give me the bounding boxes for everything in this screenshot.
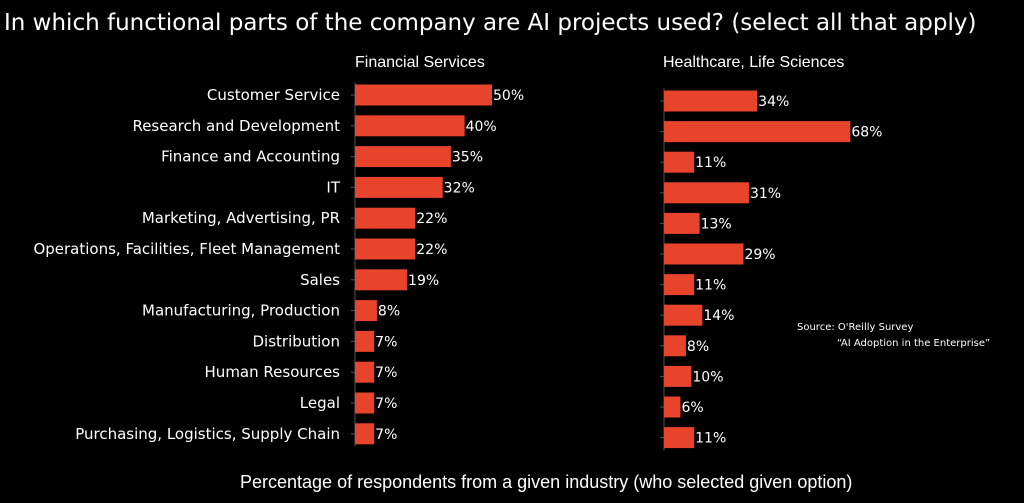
financial-services-value-label-operations-facilities-fleet-management: 22%: [416, 242, 447, 258]
healthcare-value-label-finance-and-accounting: 11%: [695, 155, 726, 171]
category-label-distribution: Distribution: [252, 332, 340, 350]
source-line-1: Source: O'Reilly Survey: [797, 322, 913, 333]
category-label-operations-facilities-fleet-management: Operations, Facilities, Fleet Management: [33, 240, 340, 258]
healthcare-value-label-sales: 11%: [695, 278, 726, 294]
healthcare-value-label-purchasing-logistics-supply-chain: 11%: [695, 431, 726, 447]
category-label-it: IT: [326, 178, 340, 196]
financial-services-value-label-purchasing-logistics-supply-chain: 7%: [375, 427, 397, 443]
financial-services-value-label-manufacturing-production: 8%: [378, 304, 400, 320]
panel-title-healthcare-life-sciences: Healthcare, Life Sciences: [663, 54, 844, 71]
healthcare-bar-finance-and-accounting: [664, 151, 695, 173]
financial-services-value-label-customer-service: 50%: [493, 88, 524, 104]
healthcare-value-label-legal: 6%: [681, 400, 703, 416]
financial-services-bar-operations-facilities-fleet-management: [355, 238, 416, 260]
category-label-sales: Sales: [300, 271, 340, 289]
financial-services-bar-distribution: [355, 330, 375, 352]
financial-services-bars: 50% Customer Service 40% Research and Devel…: [33, 82, 524, 447]
healthcare-value-label-customer-service: 34%: [758, 94, 789, 110]
healthcare-value-label-human-resources: 10%: [692, 369, 723, 385]
healthcare-bar-customer-service: [664, 90, 758, 112]
category-label-research-and-development: Research and Development: [132, 117, 340, 135]
financial-services-value-label-research-and-development: 40%: [466, 119, 497, 135]
healthcare-value-label-research-and-development: 68%: [851, 125, 882, 141]
financial-services-value-label-finance-and-accounting: 35%: [452, 150, 483, 166]
category-label-human-resources: Human Resources: [205, 363, 341, 381]
financial-services-bar-human-resources: [355, 361, 375, 383]
financial-services-bar-customer-service: [355, 84, 492, 106]
financial-services-bar-legal: [355, 392, 375, 414]
financial-services-value-label-it: 32%: [444, 180, 475, 196]
financial-services-value-label-human-resources: 7%: [375, 365, 397, 381]
healthcare-bars: 34% 68% 11% 31% 13% 29% 11% 14% 8% 10% 6% 11%: [660, 88, 882, 451]
financial-services-value-label-marketing-advertising-pr: 22%: [416, 211, 447, 227]
healthcare-bar-sales: [664, 274, 695, 296]
financial-services-bar-manufacturing-production: [355, 300, 377, 322]
financial-services-bar-finance-and-accounting: [355, 146, 451, 168]
healthcare-value-label-marketing-advertising-pr: 13%: [701, 216, 732, 232]
healthcare-value-label-manufacturing-production: 14%: [703, 308, 734, 324]
category-label-purchasing-logistics-supply-chain: Purchasing, Logistics, Supply Chain: [75, 425, 340, 443]
healthcare-bar-distribution: [664, 335, 686, 357]
financial-services-bar-purchasing-logistics-supply-chain: [355, 423, 375, 445]
healthcare-bar-research-and-development: [664, 121, 851, 143]
healthcare-value-label-it: 31%: [750, 186, 781, 202]
category-label-legal: Legal: [300, 394, 340, 412]
financial-services-value-label-sales: 19%: [408, 273, 439, 289]
healthcare-bar-human-resources: [664, 365, 692, 387]
healthcare-value-label-operations-facilities-fleet-management: 29%: [744, 247, 775, 263]
category-label-marketing-advertising-pr: Marketing, Advertising, PR: [142, 209, 340, 227]
x-axis-label: Percentage of respondents from a given i…: [240, 472, 852, 492]
financial-services-value-label-distribution: 7%: [375, 334, 397, 350]
healthcare-value-label-distribution: 8%: [687, 339, 709, 355]
panel-title-financial-services: Financial Services: [355, 54, 485, 71]
healthcare-bar-manufacturing-production: [664, 304, 703, 326]
category-label-customer-service: Customer Service: [207, 86, 340, 104]
chart-title: In which functional parts of the company…: [4, 10, 976, 36]
financial-services-bar-research-and-development: [355, 115, 465, 137]
category-label-finance-and-accounting: Finance and Accounting: [161, 148, 340, 166]
healthcare-bar-operations-facilities-fleet-management: [664, 243, 744, 265]
healthcare-bar-legal: [664, 396, 681, 418]
healthcare-bar-marketing-advertising-pr: [664, 212, 700, 234]
healthcare-bar-purchasing-logistics-supply-chain: [664, 427, 695, 449]
financial-services-bar-sales: [355, 269, 408, 291]
financial-services-value-label-legal: 7%: [375, 396, 397, 412]
category-label-manufacturing-production: Manufacturing, Production: [142, 302, 340, 320]
source-line-2: “AI Adoption in the Enterprise”: [837, 338, 990, 349]
healthcare-bar-it: [664, 182, 749, 204]
financial-services-bar-it: [355, 176, 443, 198]
financial-services-bar-marketing-advertising-pr: [355, 207, 416, 229]
